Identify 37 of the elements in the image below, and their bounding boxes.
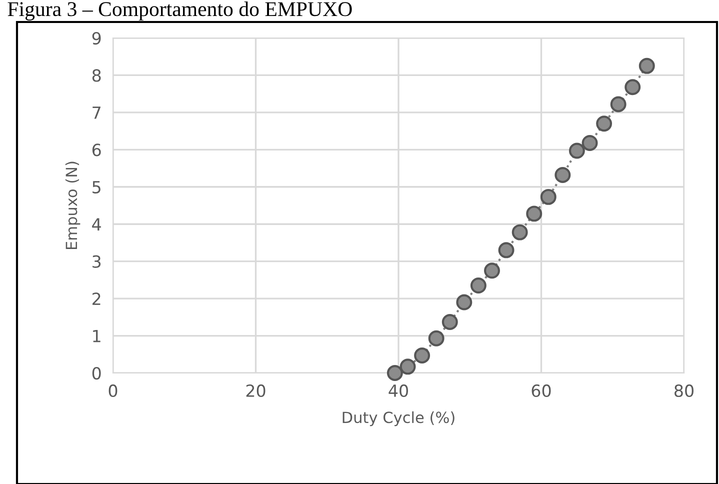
y-tick-label: 4 [92, 218, 101, 230]
point [400, 358, 416, 375]
y-tick-label: 9 [92, 32, 101, 45]
point [386, 365, 403, 381]
point [512, 224, 528, 240]
y-tick-label: 6 [92, 144, 101, 156]
point [456, 294, 472, 310]
x-axis-title: Duty Cycle (%) [342, 411, 454, 426]
y-tick-label: 0 [92, 366, 101, 380]
x-tick-label: 80 [674, 384, 694, 398]
x-tick-label: 20 [246, 384, 266, 398]
x-tick-label: 40 [388, 384, 408, 398]
y-tick-label: 3 [92, 255, 101, 268]
point [610, 96, 626, 112]
point [470, 278, 486, 294]
point [414, 348, 430, 364]
point [582, 134, 598, 151]
y-tick-label: 2 [92, 292, 100, 305]
point [526, 206, 542, 222]
y-tick-label: 7 [92, 106, 100, 119]
y-tick-label: 1 [93, 330, 100, 342]
point [638, 58, 655, 74]
point [498, 242, 514, 258]
y-tick-label: 8 [92, 69, 101, 82]
point [428, 330, 444, 346]
point [596, 116, 612, 132]
point [442, 314, 458, 330]
point [624, 79, 641, 96]
point [484, 262, 500, 279]
point [540, 188, 556, 205]
y-axis-title: Empuxo (N) [65, 162, 80, 250]
chart-title: Figura 3 – Comportamento do EMPUXO [8, 2, 352, 20]
point [568, 142, 585, 159]
x-tick-label: 0 [108, 384, 118, 398]
y-tick-label: 5 [92, 181, 100, 194]
x-tick-label: 60 [532, 384, 551, 398]
point [554, 166, 571, 183]
